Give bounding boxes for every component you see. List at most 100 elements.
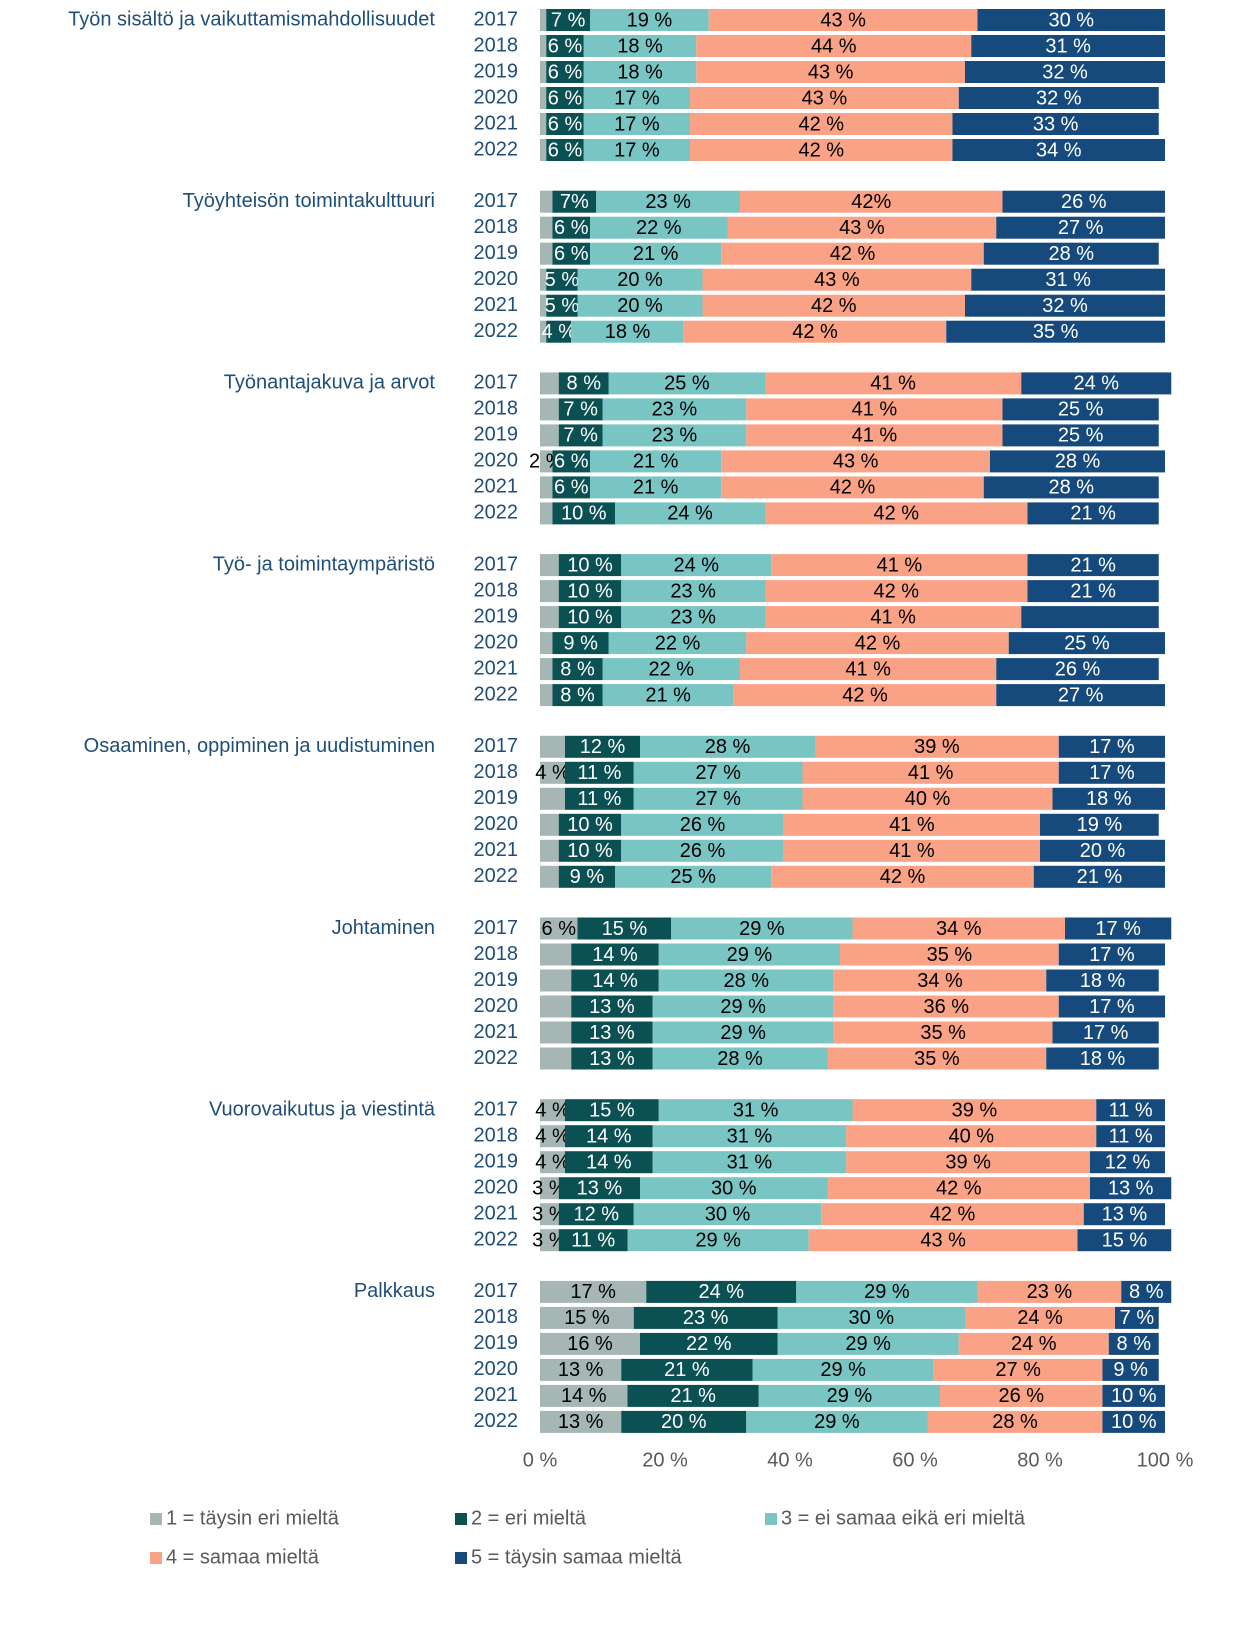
data-label: 10 % [567,840,613,862]
legend-swatch [150,1552,162,1564]
bar-segment [633,761,803,784]
data-label: 8 % [560,684,595,706]
bar-segment [583,87,690,109]
data-label: 13 % [558,1411,604,1433]
year-label: 2020 [474,631,519,653]
bar-segment [590,216,728,239]
bar-segment [558,606,622,629]
bar-segment [540,1125,565,1148]
x-tick-label: 60 % [892,1449,938,1471]
data-label: 36 % [923,996,969,1018]
bar-segment [652,1047,828,1070]
data-label: 20 % [1080,840,1126,862]
data-label: 6 % [548,35,583,57]
bar-segment [540,839,559,862]
data-label: 10 % [567,554,613,576]
bar-segment [996,658,1159,681]
data-label: 43 % [920,1229,966,1251]
bar-segment [1065,917,1172,940]
year-label: 2022 [474,1228,519,1250]
year-label: 2017 [474,1098,519,1120]
data-label: 15 % [589,1099,635,1121]
data-label: 6 % [554,477,589,499]
bar-segment [952,139,1165,161]
bar-segment [652,1125,847,1148]
bar-segment [565,787,634,810]
group-label: Johtaminen [332,917,435,939]
bar-segment [621,554,772,577]
bar-segment [546,320,572,343]
bar-segment [565,1151,653,1174]
group-label: Palkkaus [354,1280,435,1302]
data-label: 7 % [1120,1307,1155,1329]
bar-segment [540,9,547,31]
data-label: 10 % [567,814,613,836]
group-label: Vuorovaikutus ja viestintä [209,1098,436,1120]
bar-segment [1002,398,1159,421]
data-label: 41 % [889,840,935,862]
bar-segment [958,1332,1109,1355]
x-tick-label: 40 % [767,1449,813,1471]
data-label: 31 % [727,1151,773,1173]
data-label: 17 % [1089,736,1135,758]
data-label: 29 % [739,918,785,940]
bar-segment [540,1306,634,1329]
data-label: 4 % [535,1151,570,1173]
data-label: 21 % [1077,866,1123,888]
bar-segment [690,113,953,135]
year-label: 2017 [474,190,519,212]
year-label: 2022 [474,138,519,160]
bar-segment [558,424,603,447]
data-label: 28 % [723,970,769,992]
bar-segment [540,1177,559,1200]
bar-segment [565,735,640,758]
data-label: 43 % [808,61,854,83]
bar-segment [558,372,609,395]
bar-segment [552,216,590,239]
data-label: 41 % [870,606,916,628]
bar-segment [627,1384,759,1407]
data-label: 3 % [532,1229,567,1251]
legend-label: 5 = täysin samaa mieltä [471,1546,683,1568]
bar-segment [540,1410,622,1433]
data-label: 5 % [545,295,580,317]
year-label: 2020 [474,813,519,835]
bar-segment [765,502,1028,525]
bar-segment [1102,1358,1159,1381]
bar-segment [621,1410,747,1433]
data-label: 29 % [820,1359,866,1381]
data-label: 17 % [1089,762,1135,784]
year-label: 2021 [474,476,519,498]
data-label: 21 % [633,243,679,265]
bar-segment [540,1384,628,1407]
data-label: 30 % [711,1177,757,1199]
bar-segment [540,502,553,525]
year-label: 2019 [474,242,519,264]
data-label: 10 % [1111,1385,1157,1407]
year-label: 2018 [474,761,519,783]
data-label: 19 % [1077,814,1123,836]
data-label: 18 % [617,35,663,57]
year-label: 2021 [474,1384,519,1406]
data-label: 23 % [652,425,698,447]
data-label: 10 % [567,580,613,602]
bar-segment [646,1280,797,1303]
bar-segment [746,398,1003,421]
bar-segment [540,242,553,265]
bar-segment [1115,1306,1159,1329]
bar-segment [783,813,1040,836]
data-label: 35 % [1033,321,1079,343]
bar-segment [640,1332,778,1355]
data-label: 23 % [1027,1281,1073,1303]
bar-segment [1090,1151,1165,1174]
data-label: 8 % [560,658,595,680]
data-label: 13 % [589,1048,635,1070]
bar-segment [983,242,1159,265]
bar-segment [540,61,547,83]
bar-segment [996,684,1165,707]
data-label: 13 % [577,1177,623,1199]
data-label: 17 % [614,113,660,135]
data-label: 41 % [877,554,923,576]
bar-segment [558,398,603,421]
bar-segment [540,139,547,161]
